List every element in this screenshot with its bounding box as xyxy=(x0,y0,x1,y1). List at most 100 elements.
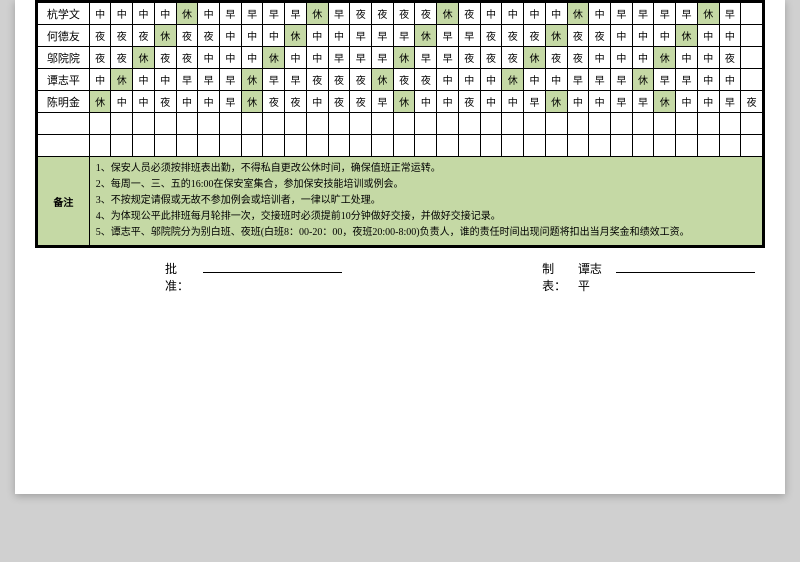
employee-name: 杭学文 xyxy=(38,3,90,25)
shift-cell: 夜 xyxy=(741,91,763,113)
prepare-block: 制表： 谭志平 xyxy=(542,260,755,294)
shift-cell: 中 xyxy=(589,47,611,69)
empty-cell xyxy=(458,135,480,157)
empty-cell xyxy=(372,113,394,135)
shift-cell: 中 xyxy=(632,25,654,47)
empty-cell xyxy=(654,113,676,135)
shift-cell: 早 xyxy=(241,3,263,25)
empty-cell xyxy=(567,135,589,157)
empty-cell xyxy=(350,135,372,157)
empty-cell xyxy=(415,135,437,157)
notes-item: 1、保安人员必须按排班表出勤，不得私自更改公休时间，确保值班正常运转。 xyxy=(96,161,756,177)
shift-cell: 中 xyxy=(89,69,111,91)
shift-cell: 中 xyxy=(133,69,155,91)
shift-cell: 休 xyxy=(241,69,263,91)
shift-cell: 夜 xyxy=(415,3,437,25)
notes-item: 2、每周一、三、五的16:00在保安室集合，参加保安技能培训或例会。 xyxy=(96,177,756,193)
shift-cell: 早 xyxy=(198,69,220,91)
empty-cell xyxy=(328,113,350,135)
shift-cell: 休 xyxy=(393,91,415,113)
prepare-line xyxy=(616,272,755,273)
table-row-empty xyxy=(38,135,763,157)
shift-cell: 中 xyxy=(111,91,133,113)
shift-cell: 中 xyxy=(719,69,741,91)
shift-cell: 夜 xyxy=(263,91,285,113)
shift-cell: 早 xyxy=(372,47,394,69)
table-row: 谭志平中休中中早早早休早早夜夜夜休夜夜中中中休中中早早早休早早中中 xyxy=(38,69,763,91)
table-row: 杭学文中中中中休中早早早早休早夜夜夜夜休夜中中中中休中早早早早休早 xyxy=(38,3,763,25)
shift-cell: 休 xyxy=(176,3,198,25)
shift-cell: 早 xyxy=(415,47,437,69)
table-row: 何德友夜夜夜休夜夜中中中休中中早早早休早早夜夜夜休夜夜中中中休中中 xyxy=(38,25,763,47)
notes-item: 5、谭志平、邬院院分为别白班、夜班(白班8：00-20：00，夜班20:00-8… xyxy=(96,225,756,241)
shift-cell: 中 xyxy=(285,47,307,69)
empty-cell xyxy=(632,135,654,157)
shift-cell: 中 xyxy=(328,25,350,47)
shift-cell: 中 xyxy=(89,3,111,25)
empty-cell xyxy=(133,135,155,157)
shift-cell: 中 xyxy=(133,91,155,113)
shift-cell: 中 xyxy=(154,69,176,91)
empty-cell xyxy=(89,135,111,157)
empty-cell xyxy=(350,113,372,135)
empty-cell xyxy=(306,135,328,157)
empty-cell xyxy=(719,113,741,135)
empty-cell xyxy=(176,135,198,157)
table-row: 邬院院夜夜休夜夜中中中休中中早早早休早早夜夜夜休夜夜中中中休中中夜 xyxy=(38,47,763,69)
shift-cell: 夜 xyxy=(198,25,220,47)
shift-cell: 早 xyxy=(632,3,654,25)
shift-cell: 休 xyxy=(654,91,676,113)
shift-cell: 中 xyxy=(524,3,546,25)
shift-cell: 夜 xyxy=(350,3,372,25)
shift-cell: 夜 xyxy=(415,69,437,91)
empty-cell xyxy=(437,113,459,135)
shift-cell: 休 xyxy=(415,25,437,47)
shift-cell: 夜 xyxy=(719,47,741,69)
empty-cell xyxy=(632,113,654,135)
shift-cell: 休 xyxy=(545,25,567,47)
shift-cell: 中 xyxy=(545,3,567,25)
empty-cell xyxy=(524,135,546,157)
shift-cell: 夜 xyxy=(589,25,611,47)
empty-cell xyxy=(285,135,307,157)
shift-cell: 中 xyxy=(133,3,155,25)
empty-cell xyxy=(415,113,437,135)
shift-cell: 夜 xyxy=(328,69,350,91)
shift-cell: 休 xyxy=(241,91,263,113)
shift-cell: 早 xyxy=(437,47,459,69)
empty-cell xyxy=(241,135,263,157)
table-row: 陈明金休中中夜中中早休夜夜中夜夜早休中中夜中中早休中中早早休中中早夜 xyxy=(38,91,763,113)
notes-item: 4、为体现公平此排班每月轮排一次，交接班时必须提前10分钟做好交接，并做好交接记… xyxy=(96,209,756,225)
empty-cell xyxy=(437,135,459,157)
empty-cell xyxy=(480,113,502,135)
shift-cell: 中 xyxy=(241,47,263,69)
shift-cell: 中 xyxy=(220,47,242,69)
shift-cell: 休 xyxy=(697,3,719,25)
shift-cell: 早 xyxy=(372,91,394,113)
shift-cell: 中 xyxy=(697,91,719,113)
empty-cell xyxy=(480,135,502,157)
shift-cell: 早 xyxy=(654,3,676,25)
shift-cell: 中 xyxy=(306,47,328,69)
employee-name: 何德友 xyxy=(38,25,90,47)
shift-cell: 夜 xyxy=(458,3,480,25)
shift-cell: 夜 xyxy=(502,47,524,69)
empty-cell xyxy=(654,135,676,157)
shift-cell: 中 xyxy=(697,25,719,47)
shift-cell: 中 xyxy=(111,3,133,25)
shift-cell: 早 xyxy=(610,3,632,25)
shift-cell: 中 xyxy=(589,91,611,113)
shift-cell: 中 xyxy=(676,91,698,113)
shift-cell: 早 xyxy=(589,69,611,91)
shift-cell: 早 xyxy=(676,3,698,25)
shift-cell: 早 xyxy=(676,69,698,91)
shift-cell: 夜 xyxy=(89,25,111,47)
shift-cell: 中 xyxy=(632,47,654,69)
shift-cell: 夜 xyxy=(480,47,502,69)
shift-cell: 中 xyxy=(502,3,524,25)
shift-cell: 早 xyxy=(524,91,546,113)
shift-cell: 早 xyxy=(263,69,285,91)
shift-cell: 休 xyxy=(502,69,524,91)
shift-cell: 休 xyxy=(89,91,111,113)
notes-row: 备注1、保安人员必须按排班表出勤，不得私自更改公休时间，确保值班正常运转。2、每… xyxy=(38,157,763,246)
